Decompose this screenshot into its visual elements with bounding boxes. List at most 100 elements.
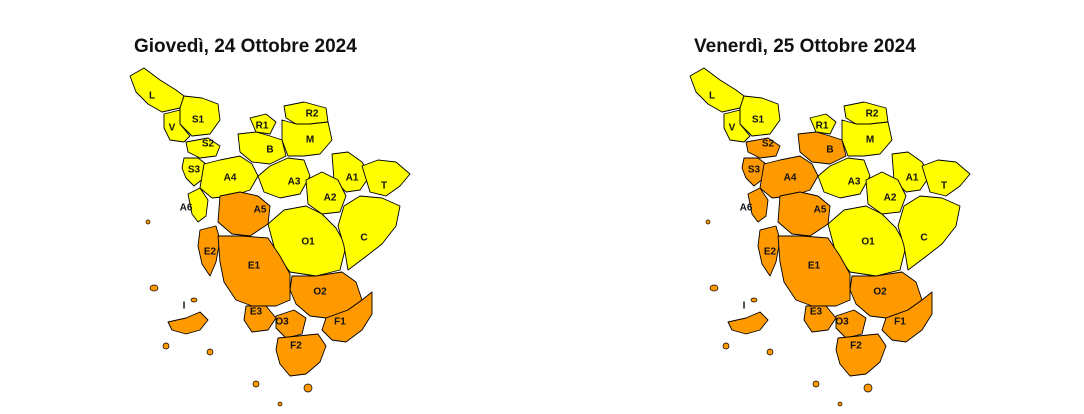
zone-e3	[243, 305, 277, 333]
zone-s3	[181, 157, 207, 187]
zone-s2	[185, 137, 221, 159]
zone-label: R2	[306, 109, 319, 120]
zone-label: S2	[762, 139, 775, 150]
zone-s1	[739, 95, 781, 137]
zone-label: S2	[202, 139, 215, 150]
zone-label: B	[826, 145, 833, 156]
island-shape	[750, 297, 758, 303]
zone-c	[897, 195, 961, 271]
zone-e1	[217, 235, 291, 307]
zone-label: A3	[288, 177, 301, 188]
zone-label: I	[743, 301, 746, 312]
zone-f1	[881, 291, 933, 343]
zone-label: L	[709, 91, 715, 102]
zone-label: M	[866, 135, 874, 146]
island-shape	[277, 401, 283, 407]
zone-label: A1	[346, 173, 359, 184]
zone-label: E3	[810, 307, 823, 318]
zone-label: B	[266, 145, 273, 156]
zone-label: C	[920, 233, 927, 244]
zone-label: S3	[748, 165, 761, 176]
zone-e2	[197, 225, 221, 277]
tuscany-map: L S1 V R1 R2 S2 B M S3 A4 A3 A1 T A6 A5 A2 O1 C E2 E1 O2 I E3 O…	[129, 67, 411, 407]
zone-label: C	[360, 233, 367, 244]
zone-label: R1	[816, 121, 829, 132]
zone-label: A4	[784, 173, 797, 184]
island-shape	[863, 383, 873, 393]
zone-label: E2	[204, 247, 217, 258]
zone-s1	[179, 95, 221, 137]
zone-a3	[817, 157, 871, 199]
island-shape	[206, 348, 214, 356]
zone-label: O1	[861, 237, 875, 248]
island-shape	[145, 219, 151, 225]
island-shape	[722, 342, 730, 350]
zone-t	[921, 159, 971, 197]
zone-label: L	[149, 91, 155, 102]
zone-m	[281, 119, 333, 157]
zone-label: O3	[835, 317, 849, 328]
zone-label: I	[183, 301, 186, 312]
zone-label: S3	[188, 165, 201, 176]
zone-i	[727, 311, 769, 335]
zone-l	[689, 67, 745, 113]
zone-label: R1	[256, 121, 269, 132]
zone-a4	[759, 155, 819, 199]
island-shape	[190, 297, 198, 303]
map-title: Venerdì, 25 Ottobre 2024	[694, 36, 916, 57]
zone-label: A6	[740, 203, 753, 214]
island-shape	[766, 348, 774, 356]
zone-label: A5	[254, 205, 267, 216]
zone-e2	[757, 225, 781, 277]
zone-label: O1	[301, 237, 315, 248]
island-shape	[837, 401, 843, 407]
zone-f2	[835, 333, 887, 377]
zone-m	[841, 119, 893, 157]
island-shape	[149, 284, 159, 292]
zone-label: A2	[884, 193, 897, 204]
zone-r1	[809, 113, 837, 135]
zone-a2	[305, 171, 347, 215]
zone-label: E1	[248, 261, 261, 272]
island-shape	[303, 383, 313, 393]
zone-label: R2	[866, 109, 879, 120]
zone-e1	[777, 235, 851, 307]
zone-a6	[747, 187, 769, 223]
island-shape	[705, 219, 711, 225]
zone-label: F1	[894, 317, 906, 328]
zone-label: E2	[764, 247, 777, 258]
zone-l	[129, 67, 185, 113]
zone-c	[337, 195, 401, 271]
island-shape	[709, 284, 719, 292]
zone-s3	[741, 157, 767, 187]
zone-label: M	[306, 135, 314, 146]
zone-a3	[257, 157, 311, 199]
zone-label: V	[169, 123, 176, 134]
zone-a4	[199, 155, 259, 199]
zone-a6	[187, 187, 209, 223]
zone-label: O2	[313, 287, 327, 298]
tuscany-map: L S1 V R1 R2 S2 B M S3 A4 A3 A1 T A6 A5 A2 O1 C E2 E1 O2 I E3 O…	[689, 67, 971, 407]
zone-o3	[275, 309, 307, 339]
zone-label: T	[381, 181, 387, 192]
map-panel-friday: Venerdì, 25 Ottobre 2024 L S1 V R1 R2 S2 B M S3 A…	[660, 0, 1080, 414]
island-shape	[252, 380, 260, 388]
zone-r1	[249, 113, 277, 135]
zone-a2	[865, 171, 907, 215]
zone-label: T	[941, 181, 947, 192]
zone-v	[723, 109, 751, 143]
zone-f2	[275, 333, 327, 377]
island-shape	[162, 342, 170, 350]
zone-label: A2	[324, 193, 337, 204]
map-panel-thursday: Giovedì, 24 Ottobre 2024 L S1 V R1 R2 S2 B M S3 A…	[100, 0, 520, 414]
zone-e3	[803, 305, 837, 333]
zone-b	[797, 131, 847, 165]
zone-label: S1	[192, 115, 205, 126]
zone-label: A4	[224, 173, 237, 184]
zone-t	[361, 159, 411, 197]
zone-i	[167, 311, 209, 335]
zone-label: F2	[850, 341, 862, 352]
zone-label: E3	[250, 307, 263, 318]
zone-b	[237, 131, 287, 165]
zone-label: S1	[752, 115, 765, 126]
